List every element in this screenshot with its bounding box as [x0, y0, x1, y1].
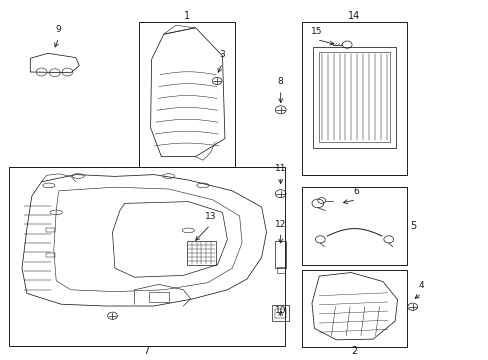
- Text: 5: 5: [409, 221, 415, 231]
- Bar: [149, 292, 168, 302]
- Bar: [318, 52, 389, 142]
- Bar: [139, 22, 234, 167]
- Text: 4: 4: [418, 281, 424, 290]
- Bar: [46, 253, 55, 257]
- Bar: [302, 270, 407, 347]
- Text: 2: 2: [351, 346, 357, 356]
- Bar: [275, 241, 285, 268]
- Text: 1: 1: [183, 11, 189, 21]
- Bar: [46, 228, 55, 232]
- Text: 7: 7: [143, 346, 149, 356]
- Text: 3: 3: [219, 50, 225, 59]
- Bar: [272, 305, 288, 321]
- Text: 12: 12: [274, 220, 286, 229]
- Text: 13: 13: [204, 212, 216, 221]
- Text: 11: 11: [274, 164, 286, 173]
- Text: 10: 10: [274, 306, 286, 315]
- Bar: [275, 309, 285, 318]
- Bar: [187, 241, 215, 265]
- Text: 15: 15: [310, 27, 322, 36]
- Bar: [276, 267, 284, 273]
- Text: 6: 6: [352, 187, 358, 196]
- Text: 9: 9: [56, 25, 61, 34]
- Bar: [9, 167, 285, 346]
- Bar: [302, 187, 407, 265]
- Bar: [302, 22, 407, 175]
- Bar: [312, 47, 395, 148]
- Text: 8: 8: [277, 77, 283, 86]
- Text: 14: 14: [347, 11, 360, 21]
